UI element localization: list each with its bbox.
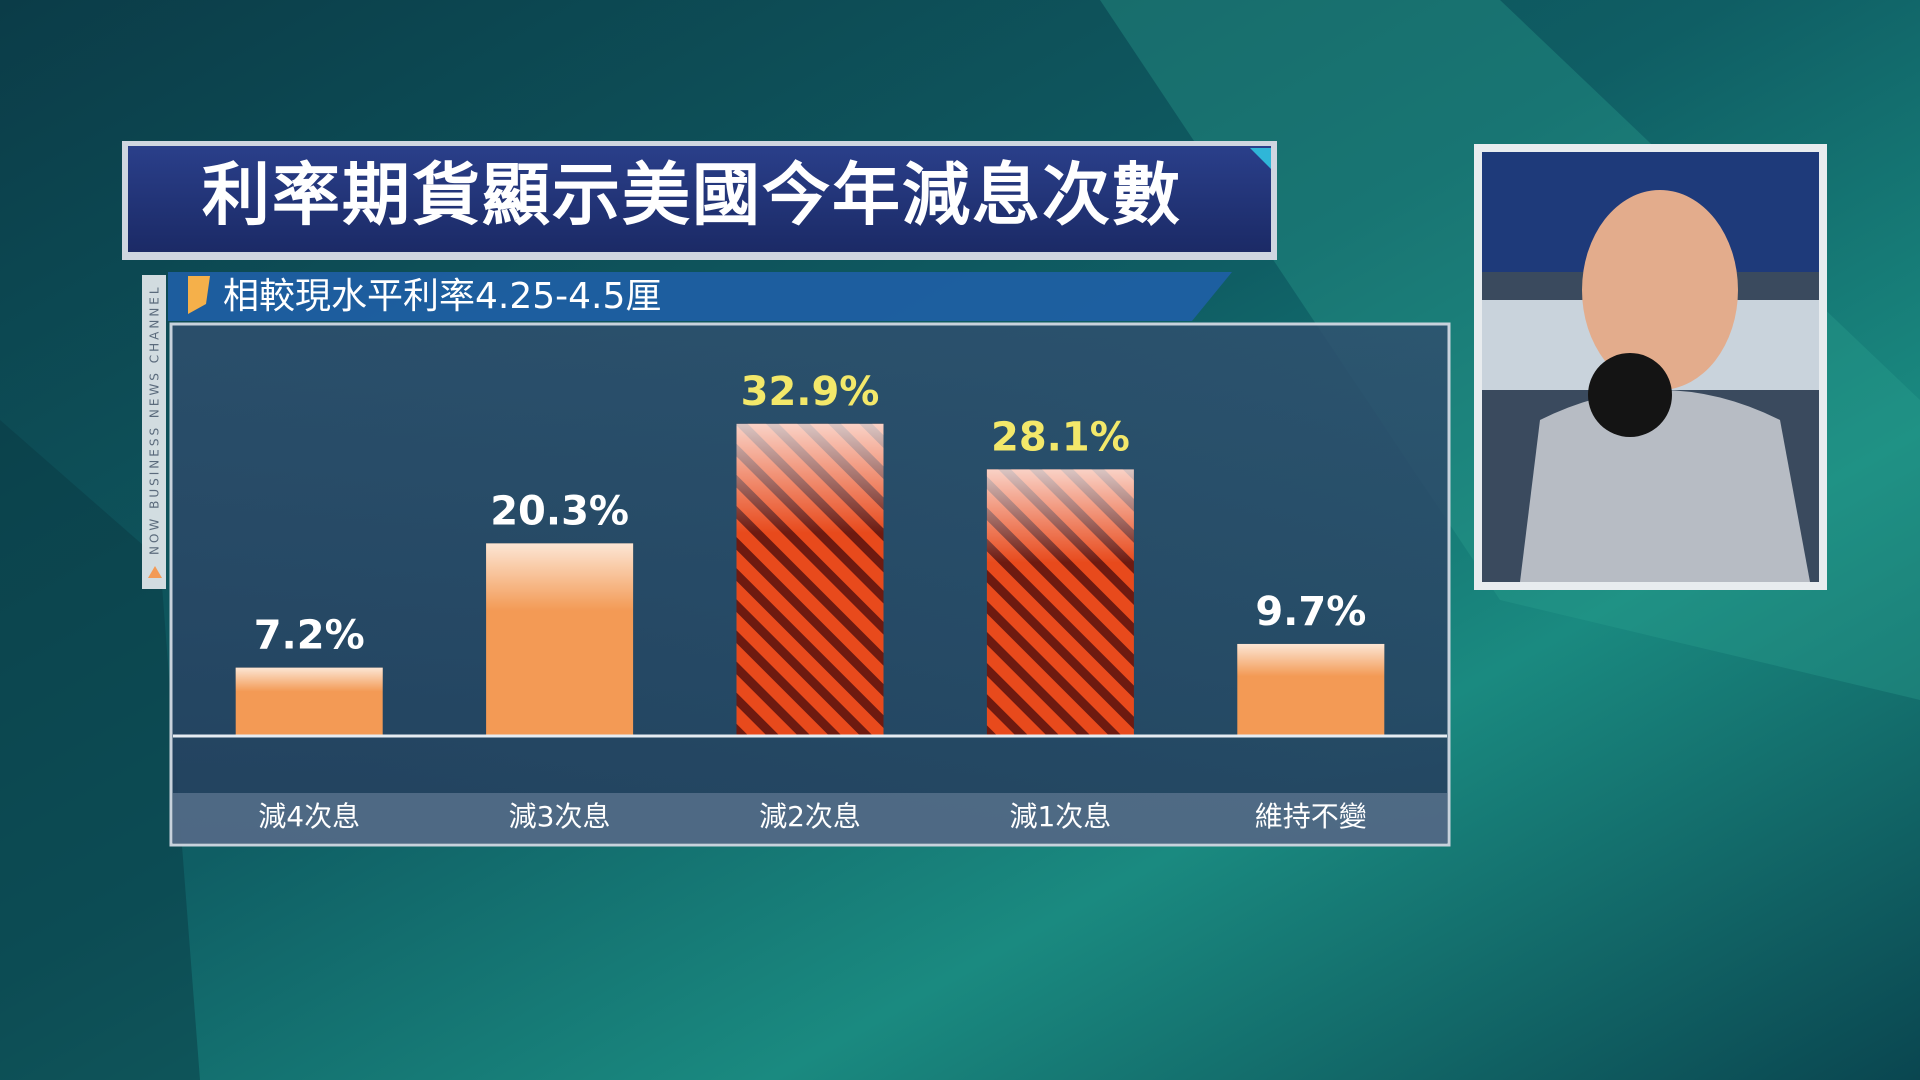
subtitle-bar xyxy=(168,272,1232,321)
bar-sheen xyxy=(486,543,634,736)
value-label: 28.1% xyxy=(991,414,1130,460)
x-tick-label: 維持不變 xyxy=(1255,800,1367,833)
bar-sheen xyxy=(1237,643,1385,736)
category-strip xyxy=(173,793,1447,843)
value-label: 7.2% xyxy=(254,613,365,659)
chart-title: 利率期貨顯示美國今年減息次數 xyxy=(202,157,1182,236)
microphone xyxy=(1588,353,1672,437)
bar-sheen xyxy=(986,469,1134,736)
x-tick-label: 減2次息 xyxy=(759,800,861,833)
presenter-suit xyxy=(1520,390,1810,582)
bar-sheen xyxy=(235,667,383,736)
value-label: 32.9% xyxy=(741,369,880,415)
value-label: 9.7% xyxy=(1255,589,1366,635)
x-tick-label: 減3次息 xyxy=(509,800,611,833)
x-tick-label: 減1次息 xyxy=(1009,800,1111,833)
presenter-face xyxy=(1582,190,1738,390)
title-banner xyxy=(128,146,1271,252)
channel-strip xyxy=(142,275,166,589)
bar-sheen xyxy=(736,423,884,736)
banner-corner xyxy=(1250,148,1271,169)
value-label: 20.3% xyxy=(490,488,629,534)
chart-subtitle: 相較現水平利率4.25-4.5厘 xyxy=(223,276,661,317)
channel-marker xyxy=(148,566,162,578)
x-tick-label: 減4次息 xyxy=(258,800,360,833)
subtitle-marker xyxy=(188,276,210,314)
channel-name: NOW BUSINESS NEWS CHANNEL xyxy=(148,284,162,555)
